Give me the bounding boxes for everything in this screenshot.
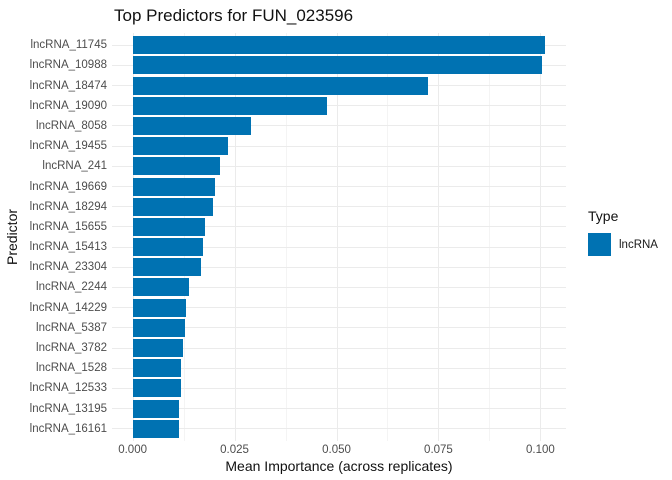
gridline-h <box>112 206 566 208</box>
bar-lncRNA_2244 <box>132 278 189 297</box>
gridline-minor-v <box>387 33 389 441</box>
chart-title: Top Predictors for FUN_023596 <box>114 6 354 25</box>
legend-item-label: lncRNA <box>619 238 658 251</box>
gridline-h <box>112 286 566 288</box>
y-tick-label: lncRNA_19455 <box>29 140 107 153</box>
x-axis-title: Mean Importance (across replicates) <box>225 458 453 474</box>
y-tick-label: lncRNA_23304 <box>29 261 107 274</box>
bar-lncRNA_11745 <box>132 36 546 55</box>
y-tick-label: lncRNA_18474 <box>29 79 107 92</box>
gridline-h <box>112 125 566 127</box>
gridline-h <box>112 347 566 349</box>
x-axis-tick-labels: 0.000 0.025 0.050 0.075 0.100 <box>112 444 566 458</box>
gridline-h <box>112 226 566 228</box>
x-tick-label: 0.025 <box>220 444 249 456</box>
x-tick-label: 0.050 <box>322 444 351 456</box>
y-tick-label: lncRNA_10988 <box>29 59 107 72</box>
gridline-h <box>112 408 566 410</box>
y-tick-label: lncRNA_15655 <box>29 220 107 233</box>
bar-lncRNA_15655 <box>132 217 205 236</box>
bar-lncRNA_14229 <box>132 298 187 317</box>
x-tick-label: 0.100 <box>526 444 555 456</box>
gridline-major-v <box>336 33 338 441</box>
gridline-h <box>112 428 566 430</box>
y-tick-label: lncRNA_3782 <box>36 342 107 355</box>
gridline-minor-v <box>285 33 287 441</box>
gridline-minor-v <box>183 33 185 441</box>
legend: Type lncRNA <box>588 208 658 256</box>
gridline-major-v <box>132 33 134 441</box>
bar-lncRNA_3782 <box>132 339 183 358</box>
gridline-major-v <box>438 33 440 441</box>
y-tick-label: lncRNA_19090 <box>29 99 107 112</box>
bar-lncRNA_241 <box>132 157 220 176</box>
bar-lncRNA_19090 <box>132 96 328 115</box>
gridline-h <box>112 307 566 309</box>
x-tick-label: 0.075 <box>424 444 453 456</box>
bar-lncRNA_18294 <box>132 197 214 216</box>
bar-lncRNA_1528 <box>132 359 181 378</box>
gridline-h <box>112 327 566 329</box>
bar-lncRNA_5387 <box>132 318 185 337</box>
y-tick-label: lncRNA_8058 <box>36 119 107 132</box>
gridline-major-v <box>234 33 236 441</box>
bar-lncRNA_23304 <box>132 258 201 277</box>
y-tick-label: lncRNA_2244 <box>36 281 107 294</box>
y-tick-label: lncRNA_11745 <box>30 39 107 52</box>
gridline-minor-v <box>489 33 491 441</box>
y-tick-label: lncRNA_13195 <box>29 402 107 415</box>
gridline-h <box>112 105 566 107</box>
bar-lncRNA_12533 <box>132 379 181 398</box>
legend-item-lncrna: lncRNA <box>588 233 658 256</box>
bar-lncRNA_10988 <box>132 56 543 75</box>
gridline-h <box>112 266 566 268</box>
gridline-h <box>112 145 566 147</box>
bar-lncRNA_16161 <box>132 419 179 438</box>
bar-lncRNA_18474 <box>132 76 429 95</box>
y-tick-label: lncRNA_19669 <box>29 180 107 193</box>
gridline-h <box>112 186 566 187</box>
legend-key-swatch <box>588 233 611 256</box>
gridline-major-v <box>540 33 542 441</box>
gridline-h <box>112 367 566 369</box>
gridline-h <box>112 165 566 167</box>
bar-lncRNA_19455 <box>132 137 228 156</box>
y-tick-label: lncRNA_18294 <box>29 200 107 213</box>
plot-panel <box>112 33 566 441</box>
bar-lncRNA_8058 <box>132 116 251 135</box>
gridline-h <box>112 387 566 389</box>
y-tick-label: lncRNA_14229 <box>29 301 107 314</box>
bar-lncRNA_19669 <box>132 177 215 196</box>
y-axis-tick-labels: lncRNA_11745 lncRNA_10988 lncRNA_18474 lncR… <box>0 33 107 441</box>
x-tick-label: 0.000 <box>118 444 147 456</box>
gridline-h <box>112 246 566 248</box>
bar-lncRNA_15413 <box>132 238 203 257</box>
y-tick-label: lncRNA_12533 <box>29 382 107 395</box>
y-tick-label: lncRNA_5387 <box>36 321 107 334</box>
y-tick-label: lncRNA_1528 <box>36 362 107 375</box>
bar-lncRNA_13195 <box>132 399 180 418</box>
y-tick-label: lncRNA_15413 <box>29 241 107 254</box>
legend-title: Type <box>588 208 619 224</box>
y-tick-label: lncRNA_241 <box>42 160 107 173</box>
y-tick-label: lncRNA_16161 <box>29 422 107 435</box>
